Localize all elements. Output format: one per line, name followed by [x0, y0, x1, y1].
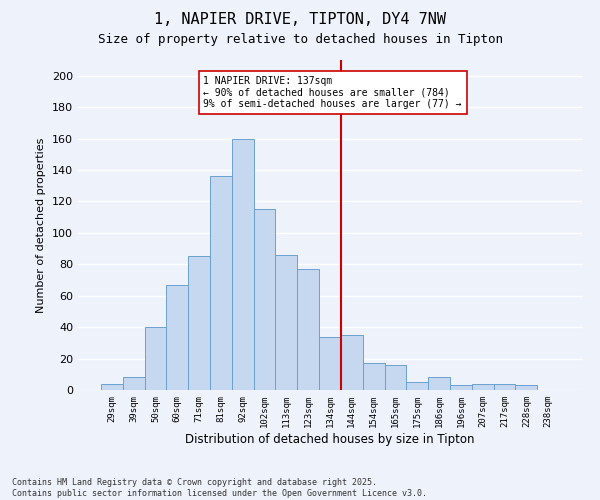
Bar — [450, 386, 472, 390]
Bar — [406, 382, 428, 390]
Bar — [494, 384, 515, 390]
Text: Size of property relative to detached houses in Tipton: Size of property relative to detached ho… — [97, 32, 503, 46]
Bar — [297, 269, 319, 390]
Bar — [232, 138, 254, 390]
Bar — [363, 364, 385, 390]
Bar — [428, 378, 450, 390]
Text: 1, NAPIER DRIVE, TIPTON, DY4 7NW: 1, NAPIER DRIVE, TIPTON, DY4 7NW — [154, 12, 446, 28]
Bar — [210, 176, 232, 390]
Y-axis label: Number of detached properties: Number of detached properties — [37, 138, 46, 312]
Bar — [188, 256, 210, 390]
Bar — [145, 327, 166, 390]
Bar — [515, 386, 537, 390]
Bar — [254, 210, 275, 390]
Text: 1 NAPIER DRIVE: 137sqm
← 90% of detached houses are smaller (784)
9% of semi-det: 1 NAPIER DRIVE: 137sqm ← 90% of detached… — [203, 76, 462, 109]
Bar — [123, 378, 145, 390]
X-axis label: Distribution of detached houses by size in Tipton: Distribution of detached houses by size … — [185, 432, 475, 446]
Bar — [472, 384, 494, 390]
Bar — [319, 336, 341, 390]
Bar — [385, 365, 406, 390]
Bar — [166, 284, 188, 390]
Bar — [101, 384, 123, 390]
Text: Contains HM Land Registry data © Crown copyright and database right 2025.
Contai: Contains HM Land Registry data © Crown c… — [12, 478, 427, 498]
Bar — [275, 255, 297, 390]
Bar — [341, 335, 363, 390]
